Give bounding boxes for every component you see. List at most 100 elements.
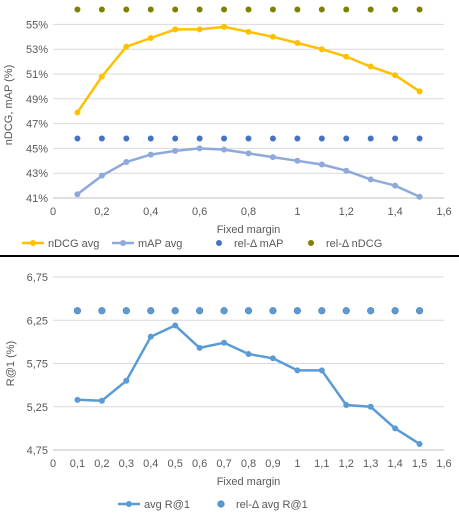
- rel-map-point: [415, 134, 424, 143]
- map-avg-point: [245, 150, 252, 157]
- legend-ndcg-avg-marker: [30, 240, 36, 246]
- avg-r-1-point: [196, 344, 203, 351]
- rel-map-point: [73, 134, 82, 143]
- avg-r-1-point: [221, 339, 228, 346]
- ndcg-avg-point: [123, 43, 130, 50]
- rel-map-point: [244, 134, 253, 143]
- map-avg-point: [172, 147, 179, 154]
- rel-ndcg-point: [293, 5, 301, 14]
- x-tick-label: 1,5: [412, 458, 427, 470]
- rel-avg-r-1-point: [98, 307, 106, 315]
- rel-ndcg-point: [171, 5, 179, 14]
- rel-ndcg-point: [73, 5, 82, 14]
- legend-map-avg-label: mAP avg: [138, 238, 182, 250]
- rel-avg-r-1-point: [147, 307, 155, 315]
- y-tick-label: 41%: [26, 193, 48, 205]
- map-avg-point: [123, 159, 130, 166]
- avg-r-1-point: [245, 350, 252, 357]
- x-tick-label: 0,2: [94, 206, 109, 218]
- rel-ndcg-point: [147, 5, 155, 14]
- x-tick-label: 0,4: [143, 206, 158, 218]
- y-tick-label: 53%: [26, 44, 48, 56]
- x-axis-title: Fixed margin: [217, 224, 281, 236]
- rel-avg-r-1-point: [122, 307, 130, 315]
- ndcg-avg-point: [74, 109, 81, 116]
- x-tick-label: 1: [294, 206, 300, 218]
- map-avg-point: [416, 193, 423, 200]
- avg-r-1-point: [416, 440, 423, 447]
- rel-ndcg-point: [220, 5, 228, 14]
- legend-rel-map-label: rel-Δ mAP: [234, 238, 284, 250]
- y-tick-label: 47%: [26, 119, 48, 131]
- rel-avg-r-1-point: [171, 307, 179, 315]
- y-tick-label: 5,25: [27, 402, 48, 414]
- rel-avg-r-1-point: [269, 307, 277, 315]
- y-tick-label: 55%: [26, 19, 48, 31]
- y-tick-label: 45%: [26, 143, 48, 155]
- ndcg-avg-point: [416, 88, 423, 95]
- legend-map-avg-marker: [120, 240, 126, 246]
- x-tick-label: 0,4: [143, 458, 158, 470]
- ndcg-avg-point: [196, 26, 203, 33]
- rel-ndcg-point: [367, 5, 375, 14]
- ndcg-avg-point: [221, 23, 228, 30]
- y-tick-label: 49%: [26, 94, 48, 106]
- map-avg-point: [147, 151, 154, 158]
- map-avg-point: [392, 182, 399, 189]
- x-tick-label: 1,1: [314, 458, 329, 470]
- rel-avg-r-1-point: [342, 307, 350, 315]
- rel-ndcg-point: [244, 5, 253, 14]
- rel-map-point: [98, 134, 106, 143]
- x-tick-label: 1: [294, 458, 300, 470]
- x-tick-label: 0: [50, 206, 56, 218]
- rel-ndcg-point: [318, 5, 326, 14]
- rel-map-point: [269, 134, 277, 143]
- ndcg-avg-line: [76, 25, 421, 114]
- x-tick-label: 0,8: [241, 206, 256, 218]
- ndcg-avg-point: [98, 73, 105, 80]
- legend-rel-ndcg-marker: [307, 239, 315, 247]
- legend-rel-avg-r-1-label: rel-Δ avg R@1: [236, 499, 308, 511]
- rel-avg-r-1-point: [415, 307, 424, 315]
- ndcg-avg-point: [318, 46, 325, 53]
- rel-map-point: [342, 134, 350, 143]
- avg-r-1-line: [76, 324, 421, 446]
- rel-ndcg-point: [391, 5, 399, 14]
- x-tick-label: 1,4: [387, 206, 402, 218]
- rel-ndcg-point: [342, 5, 350, 14]
- x-tick-label: 1,4: [387, 458, 402, 470]
- rel-avg-r-1-point: [293, 307, 301, 315]
- rel-map-point: [391, 134, 399, 143]
- x-tick-label: 0,8: [241, 458, 256, 470]
- ndcg-avg-point: [367, 63, 374, 70]
- x-tick-label: 0,3: [119, 458, 134, 470]
- map-avg-point: [318, 161, 325, 168]
- rel-avg-r-1-point: [196, 307, 204, 315]
- x-tick-label: 1,3: [363, 458, 378, 470]
- rel-map-point: [293, 134, 301, 143]
- avg-r-1-point: [147, 333, 154, 340]
- rel-avg-r-1-point: [220, 307, 228, 315]
- avg-r-1-point: [123, 377, 130, 384]
- rel-map-point: [196, 134, 204, 143]
- x-tick-label: 1,6: [436, 458, 451, 470]
- avg-r-1-point: [74, 396, 81, 403]
- ndcg-avg-point: [147, 35, 154, 42]
- map-avg-point: [367, 176, 374, 183]
- rel-avg-r-1-point: [318, 307, 326, 315]
- map-avg-point: [269, 154, 276, 161]
- x-tick-label: 0,2: [94, 458, 109, 470]
- y-tick-label: 6,25: [27, 315, 48, 327]
- avg-r-1-point: [318, 367, 325, 374]
- rel-avg-r-1-point: [244, 307, 253, 315]
- y-tick-label: 4,75: [27, 445, 48, 457]
- rel-ndcg-point: [269, 5, 277, 14]
- rel-map-point: [147, 134, 155, 143]
- panel-divider: [0, 255, 459, 257]
- avg-r-1-point: [367, 403, 374, 410]
- map-avg-point: [294, 157, 301, 164]
- legend-rel-avg-r-1-marker: [217, 500, 225, 508]
- x-tick-label: 0,6: [192, 458, 207, 470]
- legend-avg-r-1-marker: [126, 501, 132, 507]
- y-axis-title: R@1 (%): [5, 341, 17, 386]
